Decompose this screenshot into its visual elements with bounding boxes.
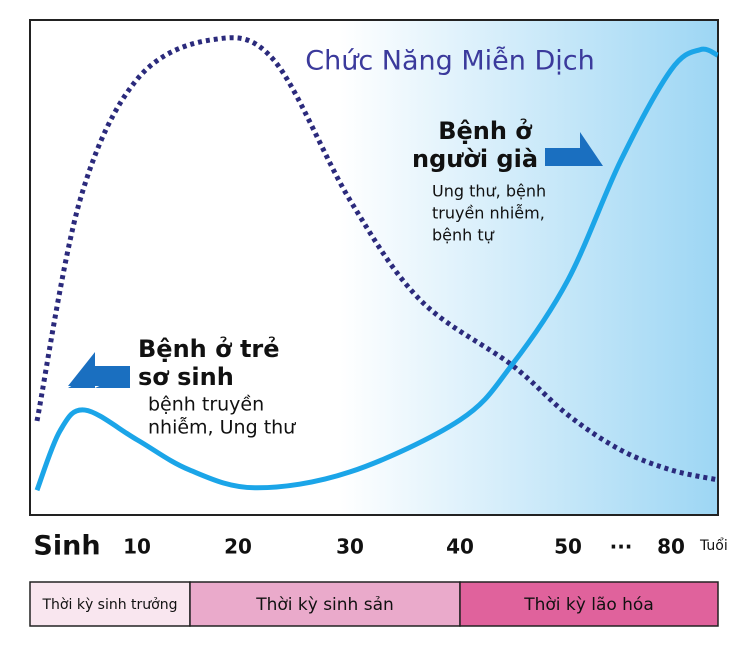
period-label: Thời kỳ sinh sản: [255, 595, 394, 615]
x-tick-label: Sinh: [33, 531, 100, 562]
period-band: [459, 581, 719, 627]
x-axis-label: Tuổi: [699, 537, 728, 554]
x-tick-label: 10: [123, 535, 151, 559]
x-tick-label: ···: [610, 535, 633, 559]
annotation-heading: sơ sinh: [138, 363, 234, 391]
annotation-text: Ung thư, bệnh: [432, 182, 546, 201]
annotation-text: bệnh truyền: [148, 394, 264, 416]
annotation-text: bệnh tự: [432, 226, 495, 245]
period-label: Thời kỳ sinh trưởng: [42, 597, 178, 613]
x-tick-label: 50: [554, 535, 582, 559]
x-tick-label: 20: [224, 535, 252, 559]
arrow-right: [545, 132, 603, 166]
period-label: Thời kỳ lão hóa: [523, 595, 654, 615]
annotation-heading: người già: [412, 145, 538, 173]
annotation-heading: Bệnh ở: [438, 117, 532, 145]
plot-area: [29, 19, 719, 516]
line-series: [34, 46, 719, 492]
chart-title: Chức Năng Miễn Dịch: [305, 46, 594, 77]
annotation-heading: Bệnh ở trẻ: [138, 335, 280, 363]
x-tick-label: 80: [657, 535, 685, 559]
x-tick-label: 40: [446, 535, 474, 559]
annotation-text: truyền nhiễm,: [432, 204, 545, 223]
annotation-text: nhiễm, Ung thư: [148, 416, 296, 439]
line-series: [34, 35, 719, 483]
x-tick-label: 30: [336, 535, 364, 559]
period-band: [189, 581, 461, 627]
arrow-left: [68, 352, 130, 386]
period-band: [29, 581, 191, 627]
